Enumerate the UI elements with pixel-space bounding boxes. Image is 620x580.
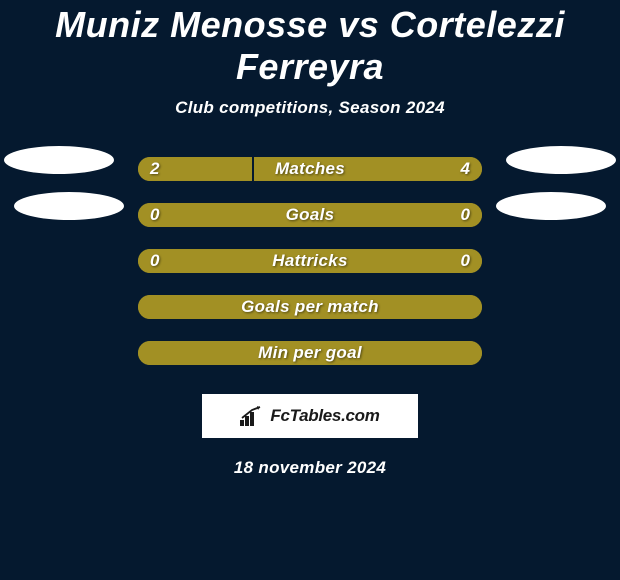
stat-row: Min per goal <box>0 330 620 376</box>
date-line: 18 november 2024 <box>234 458 386 478</box>
page-title: Muniz Menosse vs Cortelezzi Ferreyra <box>0 4 620 88</box>
stat-value-right: 0 <box>461 251 470 271</box>
stat-value-left: 0 <box>150 205 159 225</box>
logo-box: FcTables.com <box>202 394 418 438</box>
stat-row: Hattricks0 0 <box>0 238 620 284</box>
stat-label: Min per goal <box>0 343 620 363</box>
stat-value-left: 2 <box>150 159 159 179</box>
logo-text: FcTables.com <box>270 406 379 426</box>
player-a-name: Muniz Menosse <box>55 4 328 45</box>
stat-row: Matches2 4 <box>0 146 620 192</box>
stat-row: Goals0 0 <box>0 192 620 238</box>
stat-value-left: 0 <box>150 251 159 271</box>
fctables-icon <box>240 406 266 426</box>
stat-label: Matches <box>0 159 620 179</box>
stat-label: Hattricks <box>0 251 620 271</box>
subtitle: Club competitions, Season 2024 <box>175 98 445 118</box>
infographic-container: Muniz Menosse vs Cortelezzi Ferreyra Clu… <box>0 0 620 478</box>
stat-row: Goals per match <box>0 284 620 330</box>
stat-value-right: 0 <box>461 205 470 225</box>
stats-area: Matches24Goals00Hattricks00Goals per mat… <box>0 146 620 376</box>
stat-value-right: 4 <box>461 159 470 179</box>
vs-text: vs <box>338 4 379 45</box>
stat-label: Goals <box>0 205 620 225</box>
stat-label: Goals per match <box>0 297 620 317</box>
